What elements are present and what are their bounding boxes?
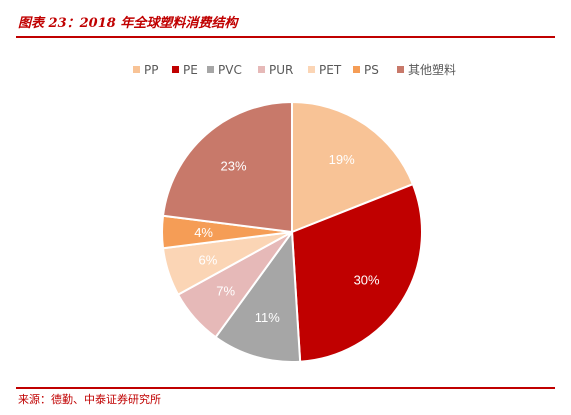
pie-slice-pvc	[214, 229, 302, 363]
legend-label: 其他塑料	[408, 62, 456, 77]
legend-swatch	[397, 66, 404, 73]
legend-swatch	[353, 66, 360, 73]
pie-value-label: 7%	[216, 284, 235, 299]
source-rule	[16, 387, 555, 389]
legend-swatch	[258, 66, 265, 73]
pie-value-labels: 19% 30% 11% 7% 6% 4% 23%	[194, 152, 380, 325]
legend-swatch	[308, 66, 315, 73]
legend-label: PE	[183, 63, 198, 77]
pie-value-label: 11%	[255, 310, 280, 325]
legend-label: PS	[364, 63, 379, 77]
pie-value-label: 19%	[329, 152, 355, 167]
pie-slice-pp	[291, 100, 415, 234]
legend-swatch	[172, 66, 179, 73]
legend-label: PP	[144, 63, 158, 77]
legend-swatch	[133, 66, 140, 73]
legend-label: PUR	[269, 63, 293, 77]
pie-value-label: 30%	[354, 272, 380, 287]
pie-value-label: 23%	[220, 159, 246, 174]
pie-slice-其他塑料	[161, 100, 293, 234]
legend-label: PET	[319, 63, 342, 77]
legend-label: PVC	[218, 63, 242, 77]
source-note: 来源：德勤、中泰证券研究所	[18, 393, 161, 406]
title-rule	[16, 36, 555, 38]
chart-legend: PP PE PVC PUR PET PS 其他塑料	[133, 62, 456, 77]
pie-slice-pe	[290, 182, 423, 363]
pie-value-label: 4%	[194, 225, 213, 240]
pie-slices	[161, 100, 423, 363]
figure-title: 图表 23：2018 年全球塑料消费结构	[18, 16, 238, 31]
legend-swatch	[207, 66, 214, 73]
pie-value-label: 6%	[199, 252, 218, 267]
